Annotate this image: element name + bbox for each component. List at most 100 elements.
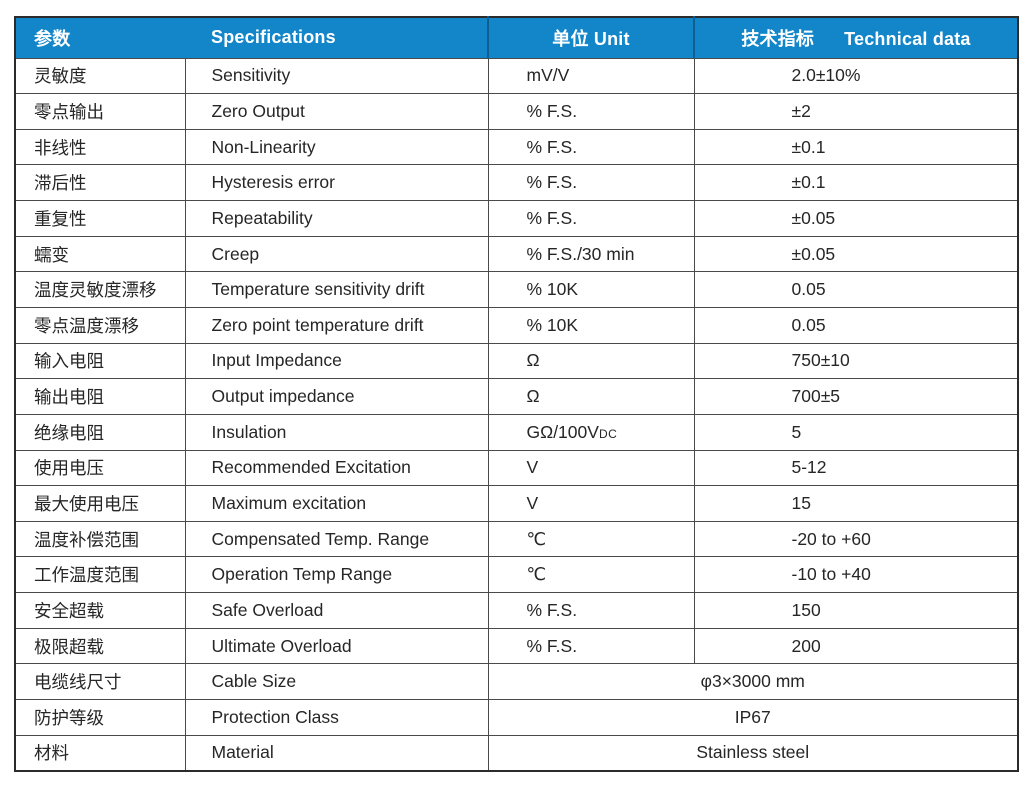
unit-cell: % F.S. — [487, 200, 695, 237]
table-row: 电缆线尺寸 Cable Size φ3×3000 mm — [14, 663, 1019, 701]
unit-cell: % F.S. — [487, 592, 695, 629]
spec-en-cell: Zero point temperature drift — [184, 306, 489, 344]
param-zh-cell: 零点温度漂移 — [14, 306, 186, 344]
tech-value-cell: 750±10 — [693, 342, 1019, 380]
table-row: 重复性 Repeatability% F.S. ±0.05 — [14, 200, 1019, 237]
header-param: 参数 — [15, 17, 185, 58]
spec-en-cell: Temperature sensitivity drift — [184, 271, 489, 308]
unit-cell: ℃ — [487, 556, 695, 594]
spec-en-cell: Zero Output — [184, 93, 489, 130]
unit-cell: ℃ — [487, 520, 695, 558]
unit-cell: % F.S. — [487, 164, 695, 202]
unit-cell: GΩ/100VDC — [487, 413, 695, 451]
param-zh-cell: 材料 — [14, 734, 186, 772]
tech-value-cell: 200 — [693, 627, 1019, 665]
param-zh-cell: 零点输出 — [14, 93, 186, 130]
spec-en-cell: Ultimate Overload — [184, 627, 489, 665]
unit-cell: Ω — [487, 342, 695, 380]
header-specifications-label: Specifications — [211, 27, 336, 48]
spec-en-cell: Material — [184, 734, 489, 772]
header-param-label: 参数 — [34, 28, 71, 49]
table-row: 绝缘电阻 Insulation GΩ/100VDC 5 — [14, 413, 1019, 451]
merged-value-cell: IP67 — [487, 699, 1019, 736]
spec-en-cell: Safe Overload — [184, 592, 489, 629]
param-zh-cell: 绝缘电阻 — [14, 413, 186, 451]
spec-en-cell: Repeatability — [184, 200, 489, 237]
header-technical-data-en: Technical data — [844, 28, 971, 49]
merged-value-cell: φ3×3000 mm — [487, 663, 1019, 701]
param-zh-cell: 温度补偿范围 — [14, 520, 186, 558]
table-row: 安全超载 Safe Overload% F.S. 150 — [14, 592, 1019, 629]
param-zh-cell: 灵敏度 — [14, 57, 186, 95]
table-row: 温度补偿范围 Compensated Temp. Range ℃ -20 to +60 — [14, 520, 1019, 558]
table-row: 最大使用电压 Maximum excitation V 15 — [14, 485, 1019, 522]
spec-en-cell: Maximum excitation — [184, 485, 489, 522]
tech-value-cell: 2.0±10% — [693, 57, 1019, 95]
spec-en-cell: Protection Class — [184, 699, 489, 736]
table-row: 滞后性 Hysteresis error% F.S. ±0.1 — [14, 164, 1019, 202]
table-row: 零点输出 Zero Output% F.S. ±2 — [14, 93, 1019, 130]
spec-en-cell: Insulation — [184, 413, 489, 451]
param-zh-cell: 工作温度范围 — [14, 556, 186, 594]
spec-en-cell: Sensitivity — [184, 57, 489, 95]
spec-en-cell: Operation Temp Range — [184, 556, 489, 594]
unit-cell: % F.S./30 min — [487, 235, 695, 273]
param-zh-cell: 输入电阻 — [14, 342, 186, 380]
table-row: 防护等级 Protection Class IP67 — [14, 699, 1019, 736]
param-zh-cell: 防护等级 — [14, 699, 186, 736]
spec-en-cell: Input Impedance — [184, 342, 489, 380]
tech-value-cell: 5 — [693, 413, 1019, 451]
tech-value-cell: -10 to +40 — [693, 556, 1019, 594]
tech-value-cell: 15 — [693, 485, 1019, 522]
header-technical-data: 技术指标 Technical data — [693, 17, 1018, 58]
spec-table-header: 参数 Specifications 单位 Unit 技术指标 Technical … — [15, 17, 1018, 58]
unit-cell: % 10K — [487, 306, 695, 344]
table-row: 输入电阻 Input Impedance Ω 750±10 — [14, 342, 1019, 380]
tech-value-cell: ±0.1 — [693, 164, 1019, 202]
tech-value-cell: 0.05 — [693, 271, 1019, 308]
spec-en-cell: Non-Linearity — [184, 128, 489, 166]
param-zh-cell: 滞后性 — [14, 164, 186, 202]
spec-en-cell: Compensated Temp. Range — [184, 520, 489, 558]
spec-table: 参数 Specifications 单位 Unit 技术指标 Technical … — [14, 16, 1019, 772]
tech-value-cell: ±0.05 — [693, 200, 1019, 237]
table-row: 温度灵敏度漂移 Temperature sensitivity drift% 10… — [14, 271, 1019, 308]
unit-cell: V — [487, 449, 695, 487]
spec-table-body: 灵敏度 Sensitivity mV/V 2.0±10% 零点输出 Zero Output… — [14, 57, 1019, 772]
param-zh-cell: 输出电阻 — [14, 378, 186, 415]
table-row: 非线性 Non-Linearity% F.S. ±0.1 — [14, 128, 1019, 166]
param-zh-cell: 非线性 — [14, 128, 186, 166]
header-technical-data-zh: 技术指标 — [741, 28, 815, 49]
table-row: 使用电压 Recommended Excitation V 5-12 — [14, 449, 1019, 487]
unit-cell: mV/V — [487, 57, 695, 95]
table-row: 零点温度漂移 Zero point temperature drift% 10K 0… — [14, 306, 1019, 344]
param-zh-cell: 蠕变 — [14, 235, 186, 273]
unit-cell: % F.S. — [487, 627, 695, 665]
tech-value-cell: ±2 — [693, 93, 1019, 130]
param-zh-cell: 安全超载 — [14, 592, 186, 629]
param-zh-cell: 最大使用电压 — [14, 485, 186, 522]
spec-en-cell: Cable Size — [184, 663, 489, 701]
spec-en-cell: Output impedance — [184, 378, 489, 415]
unit-cell: % F.S. — [487, 128, 695, 166]
param-zh-cell: 温度灵敏度漂移 — [14, 271, 186, 308]
tech-value-cell: ±0.05 — [693, 235, 1019, 273]
unit-suffix: DC — [598, 426, 618, 441]
tech-value-cell: 150 — [693, 592, 1019, 629]
header-row: 参数 Specifications 单位 Unit 技术指标 Technical … — [15, 17, 1018, 58]
spec-en-cell: Creep — [184, 235, 489, 273]
tech-value-cell: ±0.1 — [693, 128, 1019, 166]
tech-value-cell: 5-12 — [693, 449, 1019, 487]
unit-cell: Ω — [487, 378, 695, 415]
table-row: 蠕变 Creep% F.S./30 min ±0.05 — [14, 235, 1019, 273]
header-unit-label: 单位 Unit — [552, 28, 630, 49]
unit-cell: % F.S. — [487, 93, 695, 130]
table-row: 材料 Material Stainless steel — [14, 734, 1019, 772]
tech-value-cell: -20 to +60 — [693, 520, 1019, 558]
table-row: 工作温度范围 Operation Temp Range ℃ -10 to +40 — [14, 556, 1019, 594]
table-row: 极限超载 Ultimate Overload% F.S. 200 — [14, 627, 1019, 665]
tech-value-cell: 700±5 — [693, 378, 1019, 415]
unit-cell: % 10K — [487, 271, 695, 308]
spec-en-cell: Recommended Excitation — [184, 449, 489, 487]
